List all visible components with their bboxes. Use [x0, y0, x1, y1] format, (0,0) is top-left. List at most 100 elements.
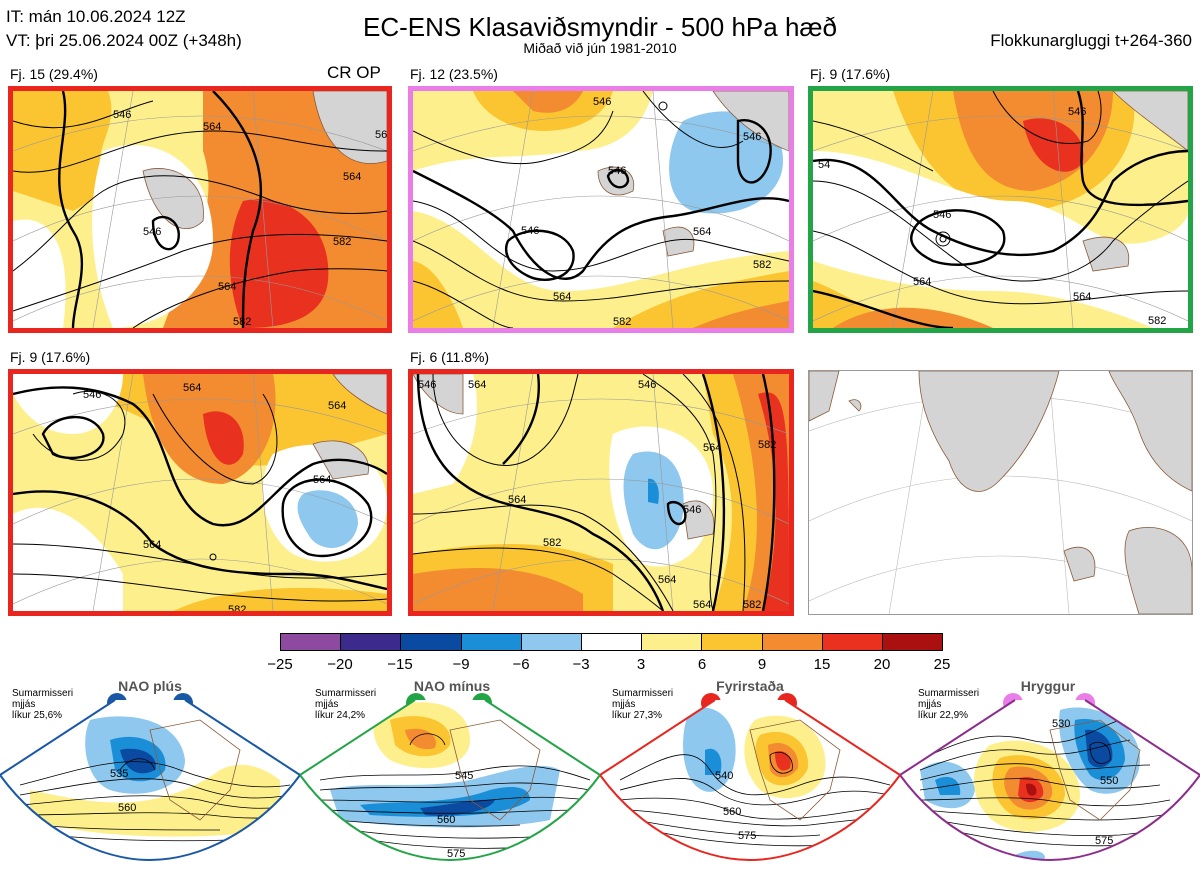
colorbar-swatch	[341, 634, 402, 650]
colorbar-swatch	[521, 634, 582, 650]
colorbar-tick: 20	[873, 656, 891, 673]
contour-label: 582	[613, 316, 632, 328]
init-time: IT: mán 10.06.2024 12Z	[6, 7, 186, 26]
colorbar-tick: −15	[387, 656, 413, 673]
contour-label: 564	[468, 379, 487, 391]
colorbar-tick: 6	[697, 656, 707, 673]
valid-time: VT: þri 25.06.2024 00Z (+348h)	[6, 31, 242, 50]
colorbar-swatch	[461, 634, 522, 650]
colorbar-swatch	[401, 634, 462, 650]
regime-contour-label: 560	[723, 806, 742, 818]
contour-label: 546	[521, 225, 540, 237]
contour-label: 564	[143, 539, 162, 551]
contour-label: 582	[1148, 315, 1167, 327]
classification-window: Flokkunargluggi t+264-360	[990, 31, 1192, 50]
colorbar-swatch	[581, 634, 643, 650]
contour-label: 564	[203, 121, 222, 133]
regime-4-info: Sumarmisseri mjjás líkur 22,9%	[918, 688, 979, 721]
colorbar-swatch	[642, 634, 703, 650]
regime-2-info: Sumarmisseri mjjás líkur 24,2%	[315, 688, 376, 721]
regime-contour-label: 545	[455, 770, 474, 782]
contour-label: 56	[375, 129, 388, 141]
cluster-map-2-plot	[413, 91, 789, 328]
panel-4-label: Fj. 9 (17.6%)	[10, 349, 91, 365]
cluster-map-4[interactable]: 546 564 564 564 564 582	[8, 369, 392, 616]
colorbar-tick: −6	[512, 656, 530, 673]
regime-contour-label: 560	[118, 802, 137, 814]
regime-contour-label: 560	[437, 814, 456, 826]
regime-3-season: Sumarmisseri	[612, 688, 674, 699]
regime-1-avg: mjjás	[12, 699, 36, 710]
regime-2-map	[300, 699, 600, 862]
regime-2-avg: mjjás	[315, 699, 339, 710]
regime-3-avg: mjjás	[612, 699, 636, 710]
colorbar-tick: −25	[267, 656, 293, 673]
colorbar-swatch	[822, 634, 883, 650]
contour-label: 564	[693, 599, 712, 611]
panel-3-label: Fj. 9 (17.6%)	[810, 66, 891, 82]
contour-label: 564	[553, 291, 572, 303]
contour-label: 54	[818, 159, 831, 171]
regime-3-map	[600, 699, 900, 862]
colorbar-tick: 25	[933, 656, 951, 673]
panel-1-label: Fj. 15 (29.4%)	[10, 66, 98, 82]
contour-label: 564	[343, 171, 362, 183]
regime-4-avg: mjjás	[918, 699, 942, 710]
empty-map-panel	[808, 370, 1193, 615]
page-subtitle: Miðað við jún 1981-2010	[523, 40, 677, 56]
cluster-map-5[interactable]: 546 564 564 564 582 582 546 564 546 564 …	[408, 369, 794, 616]
contour-label: 564	[658, 574, 677, 586]
regime-4-title: Hryggur	[1020, 678, 1076, 694]
cluster-map-5-plot	[413, 374, 789, 611]
regime-3-info: Sumarmisseri mjjás líkur 27,3%	[612, 688, 673, 721]
contour-label: 564	[508, 494, 527, 506]
panel-5-label: Fj. 6 (11.8%)	[410, 349, 490, 365]
contour-label: 564	[1073, 291, 1092, 303]
colorbar-tick: 9	[757, 656, 767, 673]
contour-label: 564	[913, 276, 932, 288]
regime-contour-label: 575	[738, 830, 757, 842]
contour-label: 564	[328, 400, 347, 412]
contour-label: 546	[143, 226, 162, 238]
colorbar-tick: 15	[813, 656, 831, 673]
contour-label: 582	[753, 259, 772, 271]
contour-label: 546	[418, 379, 437, 391]
regime-4-season: Sumarmisseri	[918, 688, 980, 699]
regime-3-title: Fyrirstaða	[716, 678, 784, 694]
contour-label: 564	[693, 226, 712, 238]
regime-2-prob: líkur 24,2%	[315, 710, 366, 721]
contour-label: 546	[638, 379, 657, 391]
contour-label: 582	[233, 316, 252, 328]
regime-contour-label: 575	[447, 848, 466, 860]
cluster-map-3[interactable]: 546 564 564 582 54 546	[808, 86, 1193, 333]
contour-label: 546	[743, 131, 762, 143]
contour-label: 546	[933, 209, 952, 221]
panel-1-tag: CR OP	[327, 63, 381, 82]
contour-label: 564	[218, 281, 237, 293]
colorbar-swatch	[281, 634, 342, 650]
colorbar-swatch	[702, 634, 763, 650]
colorbar-tick: −20	[327, 656, 353, 673]
empty-map-plot	[809, 371, 1192, 614]
contour-label: 546	[593, 96, 612, 108]
cluster-map-1-plot	[13, 91, 387, 328]
contour-label: 564	[703, 442, 722, 454]
regime-1-title: NAO plús	[118, 678, 182, 694]
contour-label: 582	[743, 599, 762, 611]
contour-label: 564	[313, 474, 332, 486]
contour-label: 546	[683, 504, 702, 516]
cluster-map-1[interactable]: 546 546 564 564 564 582 582 56	[8, 86, 392, 333]
regime-contour-label: 530	[1052, 718, 1071, 730]
contour-label: 582	[758, 439, 777, 451]
colorbar-swatch	[762, 634, 823, 650]
regime-1-season: Sumarmisseri	[12, 688, 74, 699]
contour-label: 582	[228, 604, 247, 616]
colorbar-swatch	[882, 634, 943, 650]
regime-1-info: Sumarmisseri mjjás líkur 25,6%	[12, 688, 73, 721]
regime-4-prob: líkur 22,9%	[918, 710, 969, 721]
cluster-map-2[interactable]: 546 546 546 564 564 582 582 546	[408, 86, 794, 333]
regime-contour-label: 535	[110, 768, 129, 780]
contour-label: 582	[543, 537, 562, 549]
cluster-map-4-plot	[13, 374, 387, 611]
contour-label: 546	[1068, 106, 1087, 118]
